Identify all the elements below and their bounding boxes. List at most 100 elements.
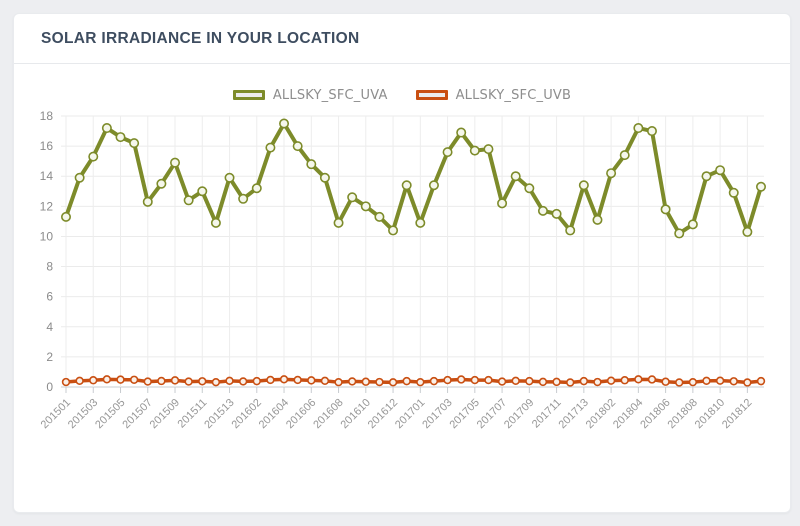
data-point-marker [211,377,221,387]
data-point-marker [224,172,235,183]
series-line-allsky-sfc-uvb [64,377,763,385]
data-point-marker [620,376,629,385]
data-point-marker [61,377,71,387]
data-point-marker [251,183,262,194]
data-point-marker [102,375,112,384]
data-point-marker [401,180,412,191]
data-point-marker [416,377,425,387]
data-point-marker [266,375,275,385]
data-point-marker [443,375,452,385]
data-point-marker [361,377,371,386]
data-point-marker [293,375,302,385]
data-point-marker [116,375,125,384]
data-point-marker [238,377,248,386]
data-point-marker [728,187,739,198]
data-point-marker [129,375,139,384]
series-line-allsky-sfc-uva [64,121,763,236]
data-point-marker [742,226,753,237]
data-point-marker [306,159,317,170]
data-point-marker [115,132,126,143]
data-point-marker [157,376,166,386]
data-point-marker [470,375,480,385]
data-point-marker [593,377,602,387]
data-point-marker [456,127,467,138]
data-point-marker [143,377,152,386]
data-point-marker [333,217,344,228]
data-point-marker [252,376,261,386]
data-point-marker [715,376,725,385]
legend-item-allsky-sfc-uvb[interactable]: ALLSKY_SFC_UVB [415,87,572,103]
data-point-marker [661,377,670,386]
legend-swatch-icon [232,90,265,100]
data-point-marker [646,126,657,137]
y-axis-tick-label: 10 [40,229,54,243]
x-axis-tick-label: 201709 [502,397,536,431]
data-point-marker [551,208,562,219]
data-point-marker [497,198,508,209]
data-point-marker [320,376,330,386]
data-point-marker [183,195,194,206]
legend-label: ALLSKY_SFC_UVB [455,87,572,103]
data-point-marker [156,178,167,189]
data-point-marker [60,211,71,222]
y-axis-tick-label: 12 [40,199,54,213]
data-point-marker [375,377,384,387]
data-point-marker [537,205,548,216]
data-point-marker [687,219,698,230]
data-point-marker [647,375,657,384]
data-point-marker [484,375,493,385]
data-point-marker [675,378,684,387]
y-axis-tick-label: 4 [46,320,53,334]
card-header: SOLAR IRRADIANCE IN YOUR LOCATION [14,14,790,64]
page-title: SOLAR IRRADIANCE IN YOUR LOCATION [41,29,360,47]
data-point-marker [319,172,330,183]
data-point-marker [483,144,494,155]
data-point-marker [88,151,99,162]
data-point-marker [606,376,616,385]
legend-swatch-icon [415,90,448,100]
data-point-marker [292,141,303,152]
data-point-marker [701,171,712,182]
data-point-marker [225,376,234,386]
data-point-marker [210,217,221,228]
y-axis-tick-label: 6 [46,290,53,304]
data-point-marker [755,181,766,192]
solar-irradiance-chart: 0246810121416182015012015032015052015072… [39,109,766,431]
data-point-marker [578,180,589,191]
data-point-marker [184,377,193,386]
data-point-marker [129,138,140,149]
data-point-marker [428,180,439,191]
data-point-marker [279,375,289,384]
data-point-marker [756,376,766,386]
data-point-marker [634,375,643,384]
legend-label: ALLSKY_SFC_UVA [272,87,388,103]
data-point-marker [142,196,153,207]
data-point-marker [170,376,180,385]
data-point-marker [566,378,575,387]
data-point-marker [606,168,617,179]
legend-item-allsky-sfc-uva[interactable]: ALLSKY_SFC_UVA [232,87,388,103]
data-point-marker [702,376,711,386]
data-point-marker [429,376,439,386]
data-point-marker [456,375,466,384]
data-point-marker [170,157,181,168]
data-point-marker [538,377,548,387]
data-point-marker [688,377,698,387]
data-point-marker [674,228,685,239]
data-point-marker [592,214,603,225]
data-point-marker [579,376,589,386]
y-axis-tick-label: 2 [46,350,53,364]
data-point-marker [660,204,671,215]
dashboard-card: SOLAR IRRADIANCE IN YOUR LOCATION ALLSKY… [13,13,791,513]
data-point-marker [524,183,535,194]
data-point-marker [198,377,207,386]
data-point-marker [265,142,276,153]
x-axis-tick-label: 201812 [720,397,754,431]
data-point-marker [279,118,290,129]
data-point-marker [75,376,84,386]
data-point-marker [552,377,561,387]
data-point-marker [715,165,726,176]
data-point-marker [360,201,371,212]
data-point-marker [89,376,98,385]
